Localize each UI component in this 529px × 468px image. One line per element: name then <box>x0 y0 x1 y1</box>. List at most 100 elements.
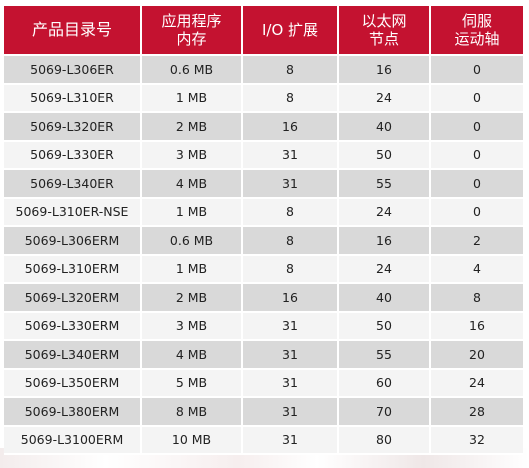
table-row: 5069-L310ERM 1 MB 8 24 4 <box>4 255 523 284</box>
header-ethernet-nodes: 以太网 节点 <box>339 6 431 56</box>
cell-catalog-number: 5069-L310ER <box>4 84 142 113</box>
cell-catalog-number: 5069-L310ER-NSE <box>4 198 142 227</box>
table-row: 5069-L330ERM 3 MB 31 50 16 <box>4 312 523 341</box>
cell-catalog-number: 5069-L306ER <box>4 56 142 85</box>
cell-io-expansion: 16 <box>243 113 339 142</box>
cell-io-expansion: 16 <box>243 284 339 313</box>
header-servo-axes-line1: 伺服 <box>461 12 492 30</box>
cell-app-memory: 2 MB <box>142 284 243 313</box>
cell-catalog-number: 5069-L340ER <box>4 170 142 199</box>
cell-servo-axes: 2 <box>431 227 523 256</box>
cell-io-expansion: 31 <box>243 341 339 370</box>
header-catalog-number-text: 产品目录号 <box>31 20 112 39</box>
cell-ethernet-nodes: 40 <box>339 113 431 142</box>
header-servo-axes: 伺服 运动轴 <box>431 6 523 56</box>
cell-ethernet-nodes: 16 <box>339 56 431 85</box>
header-servo-axes-line2: 运动轴 <box>454 30 500 48</box>
cell-servo-axes: 0 <box>431 56 523 85</box>
cell-catalog-number: 5069-L320ER <box>4 113 142 142</box>
cell-servo-axes: 0 <box>431 84 523 113</box>
table-row: 5069-L350ERM 5 MB 31 60 24 <box>4 369 523 398</box>
cell-app-memory: 4 MB <box>142 170 243 199</box>
cell-app-memory: 3 MB <box>142 141 243 170</box>
cell-io-expansion: 8 <box>243 255 339 284</box>
cell-servo-axes: 0 <box>431 113 523 142</box>
table-row: 5069-L310ER-NSE 1 MB 8 24 0 <box>4 198 523 227</box>
controller-spec-table: 产品目录号 应用程序 内存 I/O 扩展 以太网 节点 伺服 运动轴 5069-… <box>4 6 523 455</box>
cell-ethernet-nodes: 24 <box>339 198 431 227</box>
table-row: 5069-L330ER 3 MB 31 50 0 <box>4 141 523 170</box>
cell-servo-axes: 28 <box>431 398 523 427</box>
table-body: 5069-L306ER 0.6 MB 8 16 0 5069-L310ER 1 MB 8 24 0… <box>4 56 523 455</box>
cell-ethernet-nodes: 24 <box>339 84 431 113</box>
cell-app-memory: 3 MB <box>142 312 243 341</box>
cell-io-expansion: 8 <box>243 227 339 256</box>
header-ethernet-nodes-line1: 以太网 <box>361 12 407 30</box>
cell-app-memory: 2 MB <box>142 113 243 142</box>
cell-servo-axes: 8 <box>431 284 523 313</box>
cell-ethernet-nodes: 50 <box>339 141 431 170</box>
table-row: 5069-L340ER 4 MB 31 55 0 <box>4 170 523 199</box>
cell-io-expansion: 31 <box>243 141 339 170</box>
cell-app-memory: 1 MB <box>142 198 243 227</box>
header-io-expansion-text: I/O 扩展 <box>261 21 319 39</box>
cell-app-memory: 8 MB <box>142 398 243 427</box>
cell-io-expansion: 31 <box>243 398 339 427</box>
header-app-memory-line2: 内存 <box>176 30 207 48</box>
table-row: 5069-L3100ERM 10 MB 31 80 32 <box>4 426 523 455</box>
cell-app-memory: 4 MB <box>142 341 243 370</box>
table-row: 5069-L380ERM 8 MB 31 70 28 <box>4 398 523 427</box>
cell-app-memory: 0.6 MB <box>142 227 243 256</box>
cell-catalog-number: 5069-L320ERM <box>4 284 142 313</box>
header-io-expansion: I/O 扩展 <box>243 6 339 56</box>
cell-io-expansion: 31 <box>243 369 339 398</box>
cell-io-expansion: 8 <box>243 56 339 85</box>
cell-ethernet-nodes: 60 <box>339 369 431 398</box>
cell-ethernet-nodes: 50 <box>339 312 431 341</box>
header-app-memory: 应用程序 内存 <box>142 6 243 56</box>
cell-io-expansion: 31 <box>243 426 339 455</box>
cell-servo-axes: 4 <box>431 255 523 284</box>
cell-catalog-number: 5069-L3100ERM <box>4 426 142 455</box>
table-row: 5069-L310ER 1 MB 8 24 0 <box>4 84 523 113</box>
cell-ethernet-nodes: 55 <box>339 170 431 199</box>
cell-catalog-number: 5069-L306ERM <box>4 227 142 256</box>
cell-io-expansion: 8 <box>243 84 339 113</box>
cell-servo-axes: 20 <box>431 341 523 370</box>
table-row: 5069-L306ERM 0.6 MB 8 16 2 <box>4 227 523 256</box>
cell-app-memory: 1 MB <box>142 84 243 113</box>
cell-ethernet-nodes: 40 <box>339 284 431 313</box>
table-row: 5069-L340ERM 4 MB 31 55 20 <box>4 341 523 370</box>
cell-catalog-number: 5069-L330ER <box>4 141 142 170</box>
cell-io-expansion: 31 <box>243 170 339 199</box>
table-row: 5069-L320ERM 2 MB 16 40 8 <box>4 284 523 313</box>
cell-servo-axes: 0 <box>431 198 523 227</box>
table-row: 5069-L306ER 0.6 MB 8 16 0 <box>4 56 523 85</box>
cell-catalog-number: 5069-L380ERM <box>4 398 142 427</box>
cell-app-memory: 5 MB <box>142 369 243 398</box>
cell-ethernet-nodes: 55 <box>339 341 431 370</box>
header-ethernet-nodes-line2: 节点 <box>368 30 399 48</box>
table-row: 5069-L320ER 2 MB 16 40 0 <box>4 113 523 142</box>
cell-catalog-number: 5069-L310ERM <box>4 255 142 284</box>
cell-servo-axes: 16 <box>431 312 523 341</box>
cell-io-expansion: 8 <box>243 198 339 227</box>
cell-ethernet-nodes: 70 <box>339 398 431 427</box>
cell-ethernet-nodes: 16 <box>339 227 431 256</box>
cell-servo-axes: 0 <box>431 170 523 199</box>
cell-ethernet-nodes: 24 <box>339 255 431 284</box>
cell-app-memory: 0.6 MB <box>142 56 243 85</box>
cell-app-memory: 10 MB <box>142 426 243 455</box>
cell-app-memory: 1 MB <box>142 255 243 284</box>
cell-servo-axes: 32 <box>431 426 523 455</box>
cell-servo-axes: 24 <box>431 369 523 398</box>
cell-io-expansion: 31 <box>243 312 339 341</box>
cell-catalog-number: 5069-L340ERM <box>4 341 142 370</box>
cell-ethernet-nodes: 80 <box>339 426 431 455</box>
cell-catalog-number: 5069-L350ERM <box>4 369 142 398</box>
cell-servo-axes: 0 <box>431 141 523 170</box>
header-catalog-number: 产品目录号 <box>4 6 142 56</box>
table-header: 产品目录号 应用程序 内存 I/O 扩展 以太网 节点 伺服 运动轴 <box>4 6 523 56</box>
cell-catalog-number: 5069-L330ERM <box>4 312 142 341</box>
header-app-memory-line1: 应用程序 <box>161 12 222 30</box>
